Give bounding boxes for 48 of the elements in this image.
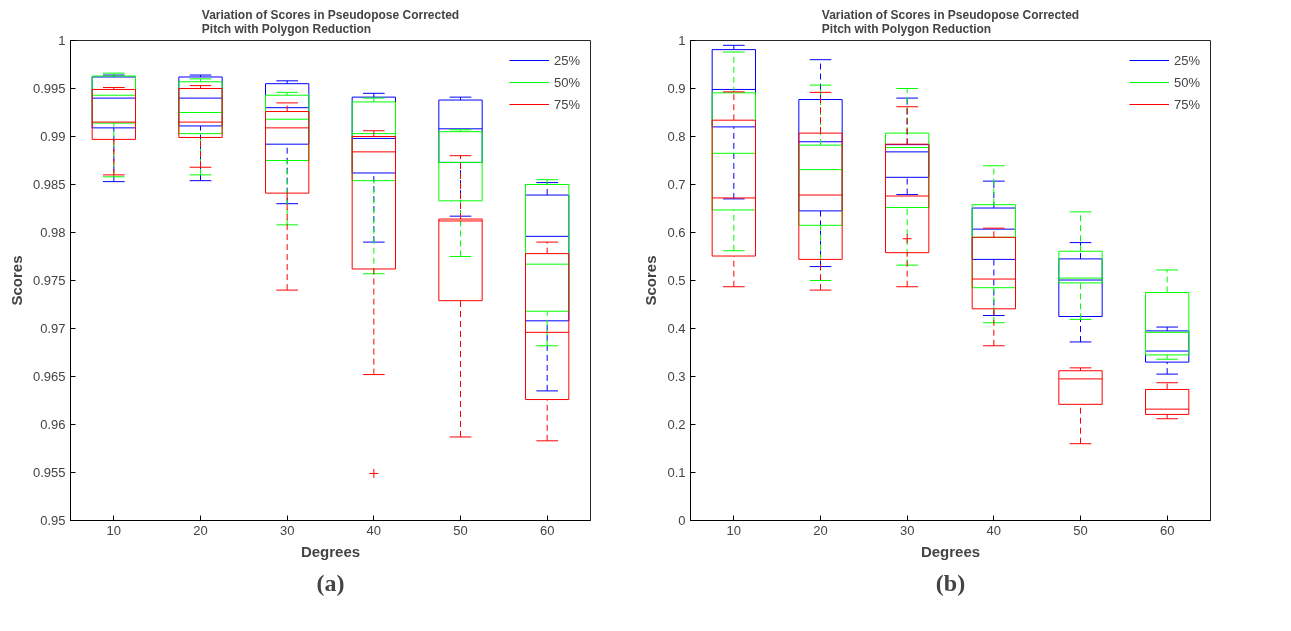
legend-label: 50% [1173,74,1200,90]
x-axis-title: Degrees [300,542,361,560]
y-tick-label: 0.97 [40,321,66,336]
y-tick-label: 0.7 [667,177,686,192]
x-tick-label: 10 [106,522,122,538]
y-tick-label: 0.995 [32,81,66,96]
legend-label: 25% [1173,52,1200,68]
chart-title: Variation of Scores in Pseudopose Corrected Pitch with Polygon Reduction [821,7,1080,36]
x-tick-label: 30 [899,522,915,538]
y-tick-label: 0.1 [667,465,686,480]
y-axis-title: Scores [7,255,25,306]
y-tick-label: 0.8 [667,129,686,144]
x-tick-label: 20 [193,522,208,538]
x-tick-label: 10 [726,522,742,538]
y-tick-label: 0.3 [667,369,686,384]
legend-label: 75% [1173,96,1200,112]
y-tick-label: 0.2 [667,417,686,432]
y-tick-label: 0.9 [667,81,686,96]
y-tick-label: 0.965 [32,369,66,384]
y-axis-title: Scores [642,255,660,306]
chart-title: Variation of Scores in Pseudopose Corrected Pitch with Polygon Reduction [201,7,460,36]
legend-label: 75% [553,96,580,112]
text: (b) [935,569,966,596]
x-tick-label: 60 [1159,522,1175,538]
x-axis-title: Degrees [920,542,981,560]
legend-label: 50% [553,74,580,90]
y-tick-label: 0.6 [667,225,686,240]
x-tick-label: 40 [366,522,382,538]
y-tick-label: 0.98 [40,225,66,240]
y-tick-label: 0.95 [40,513,66,528]
y-tick-label: 0.99 [40,129,66,144]
y-tick-label: 1 [678,33,686,48]
text: (a) [316,569,345,596]
y-tick-label: 0.975 [32,273,66,288]
y-tick-label: 0.5 [667,273,686,288]
y-tick-label: 0.955 [32,465,66,480]
x-tick-label: 60 [539,522,555,538]
y-tick-label: 1 [58,33,66,48]
y-tick-label: 0.96 [40,417,66,432]
x-tick-label: 30 [279,522,295,538]
x-tick-label: 50 [453,522,468,538]
x-tick-label: 50 [1073,522,1088,538]
legend-label: 25% [553,52,580,68]
y-tick-label: 0.985 [32,177,66,192]
x-tick-label: 20 [813,522,828,538]
y-tick-label: 0.4 [667,321,686,336]
y-tick-label: 0 [678,513,686,528]
x-tick-label: 40 [986,522,1002,538]
